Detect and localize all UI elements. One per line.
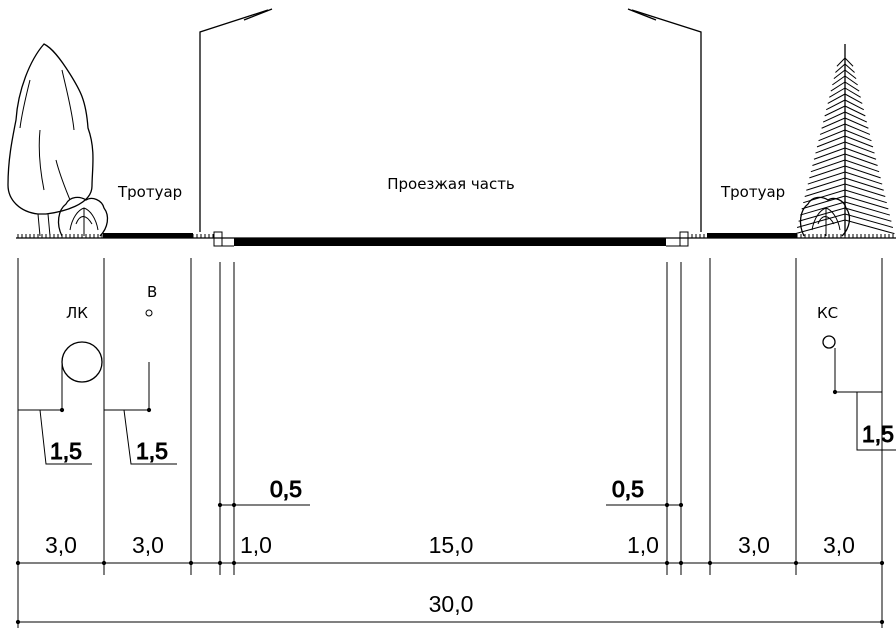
roadway-surface	[234, 238, 666, 246]
utility-lk-label: ЛК	[66, 304, 88, 322]
bush-left-icon	[57, 196, 109, 237]
sidewalk-left-surface	[103, 233, 193, 238]
offset-v: 1,5	[104, 362, 177, 465]
offset-v-value: 1,5	[136, 438, 168, 464]
offset-lk: 1,5	[18, 362, 92, 465]
offset-curb-left: 0,5	[217, 476, 310, 508]
offset-lk-value: 1,5	[50, 438, 82, 464]
width-value-roadway: 15,0	[429, 532, 474, 558]
total-dimension-line	[15, 619, 885, 625]
curb-left	[213, 231, 223, 247]
roadway-label: Проезжая часть	[387, 175, 515, 193]
width-value-green-right: 3,0	[738, 532, 770, 558]
utility-ks-label: КС	[817, 304, 838, 322]
utility-lk: ЛК	[61, 304, 103, 383]
sidewalk-left-label: Тротуар	[117, 183, 182, 201]
width-value-curb-right: 1,0	[627, 532, 659, 558]
curb-right	[679, 231, 689, 247]
total-width-value: 30,0	[429, 591, 474, 617]
width-value-green-left: 3,0	[132, 532, 164, 558]
offset-curb-left-value: 0,5	[270, 476, 302, 502]
street-lamp-right	[627, 8, 702, 232]
street-lamp-left	[199, 8, 273, 232]
offset-curb-right-value: 0,5	[612, 476, 644, 502]
conifer-tree-icon	[795, 44, 895, 236]
offset-ks-value: 1,5	[862, 421, 894, 447]
utility-ks: КС	[817, 304, 838, 349]
offset-curb-right: 0,5	[606, 476, 684, 508]
utility-v-label: В	[147, 283, 157, 301]
utility-v: В	[145, 283, 157, 317]
width-value-curb-left: 1,0	[240, 532, 272, 558]
deciduous-tree-icon	[7, 43, 94, 237]
pavement	[103, 231, 797, 247]
dimension-verticals	[17, 258, 883, 628]
width-value-sidewalk-left: 3,0	[45, 532, 77, 558]
sidewalk-right-surface	[707, 233, 797, 238]
offset-ks: 1,5	[832, 348, 896, 451]
width-dimension-line	[15, 560, 885, 566]
width-value-sidewalk-right: 3,0	[823, 532, 855, 558]
sidewalk-right-label: Тротуар	[720, 183, 785, 201]
